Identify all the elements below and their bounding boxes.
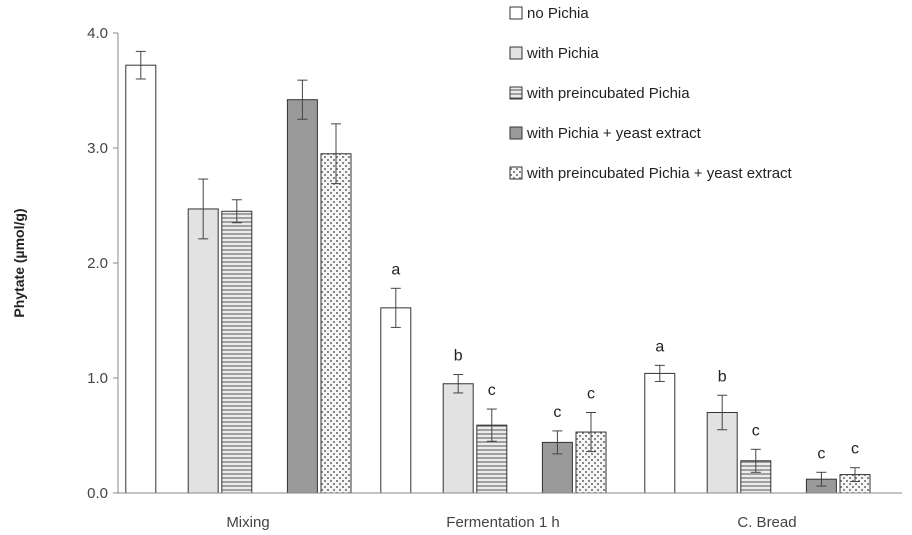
y-tick-label: 3.0 xyxy=(87,140,108,157)
legend-swatch xyxy=(509,86,523,100)
significance-label: c xyxy=(752,422,760,439)
legend-label: with preincubated Pichia + yeast extract xyxy=(526,165,793,182)
legend-label: with Pichia xyxy=(526,45,599,62)
y-tick-label: 2.0 xyxy=(87,255,108,272)
bar xyxy=(286,99,318,494)
bar xyxy=(221,210,253,494)
x-category-label: Mixing xyxy=(226,514,269,531)
significance-label: c xyxy=(587,386,595,403)
legend-label: no Pichia xyxy=(527,5,589,22)
bar xyxy=(320,153,352,494)
y-tick-label: 0.0 xyxy=(87,485,108,502)
y-tick-label: 1.0 xyxy=(87,370,108,387)
bar xyxy=(187,208,219,494)
significance-label: c xyxy=(817,445,825,462)
x-category-label: C. Bread xyxy=(737,514,796,531)
y-tick-label: 4.0 xyxy=(87,25,108,42)
significance-label: b xyxy=(454,348,463,365)
bar xyxy=(125,64,157,494)
legend-swatch xyxy=(509,166,523,180)
legend-swatch xyxy=(509,46,523,60)
x-category-label: Fermentation 1 h xyxy=(446,514,559,531)
significance-label: b xyxy=(718,368,727,385)
bar xyxy=(442,383,474,494)
legend-label: with Pichia + yeast extract xyxy=(526,125,702,142)
legend-swatch xyxy=(509,6,523,20)
legend-label: with preincubated Pichia xyxy=(526,85,690,102)
legend: no Pichia with Pichia with preincubated Pi… xyxy=(509,5,793,182)
significance-label: c xyxy=(851,441,859,458)
significance-label: a xyxy=(655,338,664,355)
significance-label: a xyxy=(391,261,400,278)
bar xyxy=(644,372,676,494)
y-axis-label: Phytate (µmol/g) xyxy=(11,208,27,317)
bar xyxy=(380,307,412,494)
legend-swatch xyxy=(509,126,523,140)
significance-label: c xyxy=(488,382,496,399)
significance-label: c xyxy=(553,404,561,421)
